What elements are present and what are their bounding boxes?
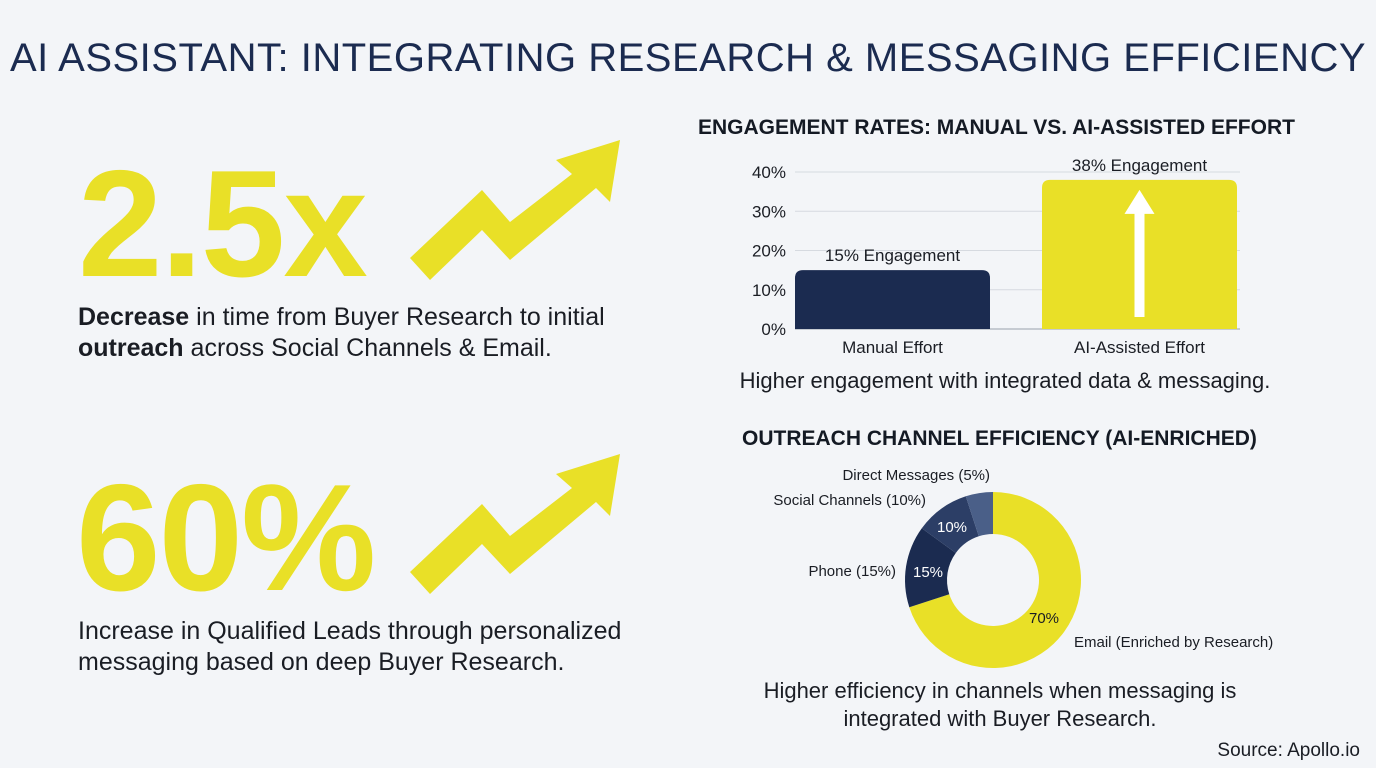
stat-value-time: 2.5x <box>78 139 368 309</box>
stat-desc-time: Decrease in time from Buyer Research to … <box>78 302 605 364</box>
stat-desc-leads: Increase in Qualified Leads through pers… <box>78 616 621 678</box>
donut-slice <box>921 496 979 553</box>
bar-data-label: 15% Engagement <box>825 246 960 265</box>
bar-chart-caption: Higher engagement with integrated data &… <box>739 368 1271 393</box>
stat-desc-text-1: in time from Buyer Research to initial <box>189 303 605 331</box>
stat-desc-line-1: Increase in Qualified Leads through pers… <box>78 617 622 645</box>
stat-desc-text-2: across Social Channels & Email. <box>183 334 552 362</box>
y-tick-label: 40% <box>752 163 786 182</box>
y-tick-label: 0% <box>761 320 786 339</box>
slice-category-label: Phone (15%) <box>808 563 896 580</box>
donut-chart-caption: Higher efficiency in channels when messa… <box>700 677 1300 733</box>
slice-category-label: Direct Messages (5%) <box>842 467 990 484</box>
slice-value-label: 10% <box>937 519 967 536</box>
bar-chart-title: ENGAGEMENT RATES: MANUAL VS. AI-ASSISTED… <box>698 116 1295 139</box>
y-tick-label: 30% <box>752 202 786 221</box>
x-tick-label: AI-Assisted Effort <box>1074 338 1205 357</box>
stat-value-leads: 60% <box>76 453 376 623</box>
bar-data-label: 38% Engagement <box>1072 156 1207 175</box>
page-title: AI ASSISTANT: INTEGRATING RESEARCH & MES… <box>9 36 1367 80</box>
slice-category-label: Social Channels (10%) <box>773 492 926 509</box>
engagement-bar-chart: 0% 10% 20% 30% 40% 15% Engagement Manual Effor… <box>752 156 1240 357</box>
up-arrow-icon <box>1124 189 1155 317</box>
donut-chart-title: OUTREACH CHANNEL EFFICIENCY (AI-ENRICHED… <box>742 427 1257 450</box>
source-note: Source: Apollo.io <box>1217 740 1360 761</box>
bar <box>795 270 990 329</box>
donut-slice <box>965 492 993 537</box>
donut-slice <box>905 528 956 608</box>
trend-up-arrow-icon <box>410 454 620 594</box>
stat-desc-line-2: messaging based on deep Buyer Research. <box>78 648 565 676</box>
x-tick-label: Manual Effort <box>842 338 943 357</box>
slice-value-label: 70% <box>1029 610 1059 627</box>
trend-up-arrow-icon <box>410 140 620 280</box>
stat-desc-bold-1: Decrease <box>78 303 190 331</box>
channel-donut-chart: 70% 15% 10% Email (Enriched by Research) Pho… <box>773 467 1273 668</box>
y-tick-label: 10% <box>752 281 786 300</box>
slice-category-label: Email (Enriched by Research) <box>1074 634 1273 651</box>
donut-caption-line-2: integrated with Buyer Research. <box>843 706 1157 731</box>
donut-caption-line-1: Higher efficiency in channels when messa… <box>763 678 1237 703</box>
slice-value-label: 15% <box>913 564 943 581</box>
y-tick-label: 20% <box>752 242 786 261</box>
stat-desc-bold-2: outreach <box>78 334 184 362</box>
donut-slice <box>909 492 1081 668</box>
